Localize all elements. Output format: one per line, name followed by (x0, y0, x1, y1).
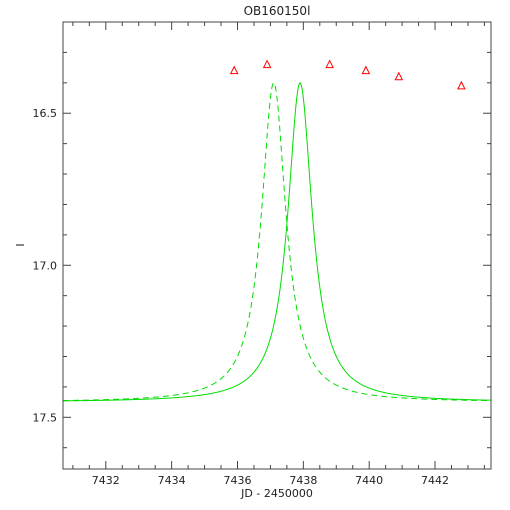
model-curve-dashed (63, 82, 491, 402)
x-tick-label: 7440 (355, 474, 383, 487)
chart-title: OB160150l (244, 4, 311, 18)
x-axis-label: JD - 2450000 (240, 487, 313, 500)
y-axis-label: I (14, 243, 27, 246)
data-point (229, 65, 239, 75)
data-point (457, 80, 466, 90)
x-tick-label: 7442 (421, 474, 449, 487)
plot-frame (62, 21, 492, 470)
y-tick-label: 17.0 (33, 259, 58, 272)
y-tick-label: 16.5 (33, 107, 58, 120)
x-axis-ticks: 7432 7434 7436 7438 7440 7442 (72, 22, 485, 487)
data-point (394, 71, 404, 81)
x-tick-label: 7438 (289, 474, 317, 487)
x-tick-label: 7434 (158, 474, 186, 487)
data-point (361, 65, 371, 75)
data-point (325, 59, 334, 69)
model-curve-solid (63, 82, 491, 402)
x-tick-label: 7436 (223, 474, 251, 487)
y-tick-label: 17.5 (33, 411, 58, 424)
model-curves (63, 82, 491, 402)
x-tick-label: 7432 (92, 474, 120, 487)
y-axis-ticks: 16.5 17.0 17.5 (33, 51, 491, 449)
data-point (262, 59, 272, 69)
data-points (229, 59, 466, 90)
